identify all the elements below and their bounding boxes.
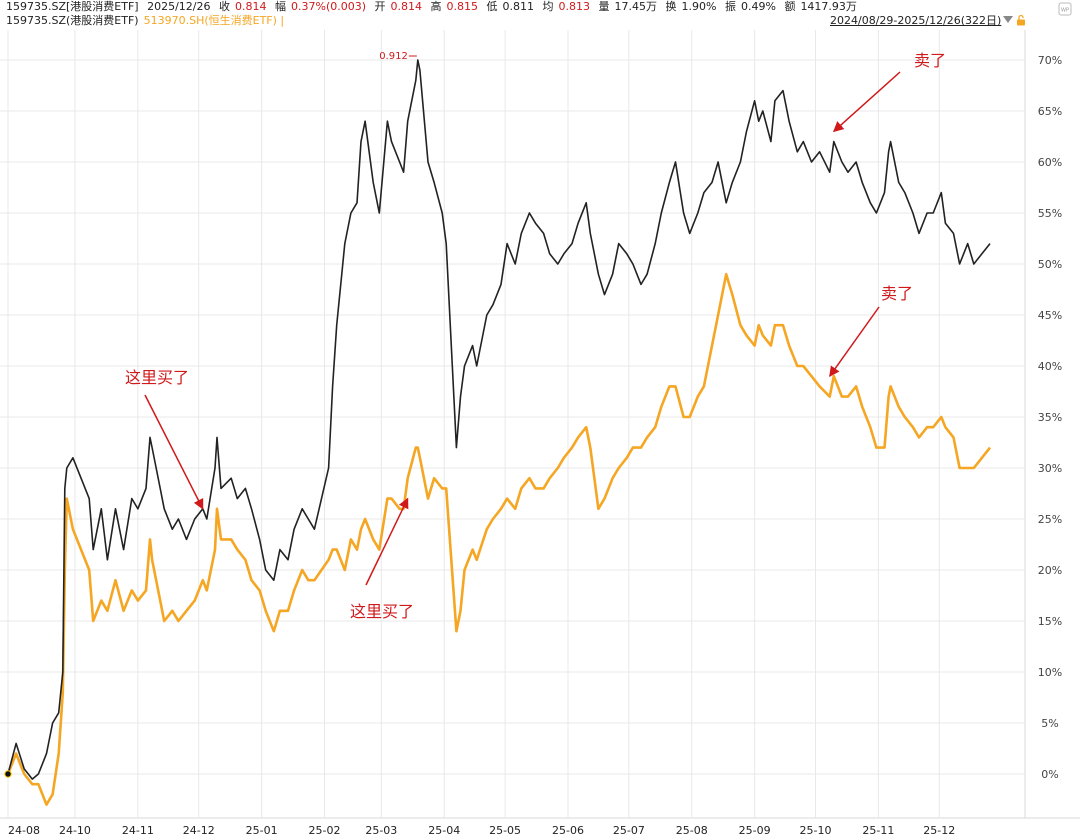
- series-line-513970: [6, 272, 992, 806]
- amount-label: 额: [784, 0, 796, 13]
- turnover-label: 换: [665, 0, 677, 13]
- x-tick-label: 25-01: [246, 824, 278, 837]
- annotation-arrow: [832, 71, 901, 133]
- amplitude-label: 振: [724, 0, 736, 13]
- x-tick-label: 25-12: [923, 824, 955, 837]
- triangle-down-icon[interactable]: [1003, 16, 1013, 23]
- y-tick-label: 70%: [1038, 54, 1062, 67]
- x-tick-label: 25-03: [365, 824, 397, 837]
- x-tick-label: 25-05: [489, 824, 521, 837]
- annotation-label: 卖了: [914, 51, 946, 70]
- annotation-label: 卖了: [881, 284, 913, 303]
- annotation-arrow: [829, 306, 880, 378]
- x-tick-label: 25-04: [428, 824, 460, 837]
- amount-value: 1417.93万: [800, 0, 857, 13]
- legend-series-2[interactable]: 513970.SH(恒生消费ETF) |: [143, 14, 285, 27]
- y-tick-label: 35%: [1038, 411, 1062, 424]
- annotation-arrow: [144, 394, 204, 510]
- y-tick-label: 60%: [1038, 156, 1062, 169]
- x-tick-label: 24-11: [122, 824, 154, 837]
- legend: 159735.SZ(港股消费ETF) 513970.SH(恒生消费ETF) |: [6, 14, 289, 28]
- quote-code: 159735.SZ[港股消费ETF]: [6, 0, 139, 13]
- avg-label: 均: [542, 0, 554, 13]
- annotation-label: 这里买了: [125, 368, 189, 387]
- volume-label: 量: [598, 0, 610, 13]
- open-value: 0.814: [390, 0, 423, 13]
- avg-value: 0.813: [558, 0, 591, 13]
- y-tick-label: 65%: [1038, 105, 1062, 118]
- amplitude-value: 0.49%: [740, 0, 776, 13]
- turnover-value: 1.90%: [681, 0, 717, 13]
- change-label: 幅: [275, 0, 286, 13]
- y-tick-label: 40%: [1038, 360, 1062, 373]
- close-label: 收: [219, 0, 230, 13]
- legend-series-1[interactable]: 159735.SZ(港股消费ETF): [6, 14, 139, 27]
- low-value: 0.811: [502, 0, 535, 13]
- x-tick-label: 24-10: [59, 824, 91, 837]
- volume-value: 17.45万: [614, 0, 658, 13]
- series-line-159735: [7, 59, 991, 780]
- y-tick-label: 50%: [1038, 258, 1062, 271]
- high-value: 0.815: [446, 0, 479, 13]
- x-tick-label: 25-11: [862, 824, 894, 837]
- svg-text:WP: WP: [1061, 8, 1069, 14]
- y-tick-label: 10%: [1038, 666, 1062, 679]
- x-tick-label: 25-02: [309, 824, 341, 837]
- high-label: 高: [430, 0, 442, 13]
- x-tick-label: 25-06: [552, 824, 584, 837]
- y-tick-label: 5%: [1041, 717, 1058, 730]
- y-tick-label: 20%: [1038, 564, 1062, 577]
- change-value: 0.37%(0.003): [291, 0, 367, 13]
- x-tick-label: 24-12: [183, 824, 215, 837]
- x-tick-label: 25-07: [613, 824, 645, 837]
- annotation-label: 这里买了: [350, 602, 414, 621]
- peak-value-label: 0.912: [379, 51, 408, 62]
- low-label: 低: [486, 0, 498, 13]
- annotation-arrow: [365, 497, 409, 586]
- y-tick-label: 30%: [1038, 462, 1062, 475]
- quote-header: 159735.SZ[港股消费ETF] 2025/12/26 收 0.814 幅 0.…: [6, 0, 862, 14]
- y-tick-label: 15%: [1038, 615, 1062, 628]
- close-value: 0.814: [235, 0, 267, 13]
- y-tick-label: 45%: [1038, 309, 1062, 322]
- lock-icon[interactable]: [1015, 14, 1027, 26]
- y-tick-label: 0%: [1041, 768, 1058, 781]
- y-tick-label: 55%: [1038, 207, 1062, 220]
- y-tick-label: 25%: [1038, 513, 1062, 526]
- x-tick-label: 24-08: [8, 824, 40, 837]
- x-tick-label: 25-10: [800, 824, 832, 837]
- date-range-selector[interactable]: 2024/08/29-2025/12/26(322日): [830, 14, 1002, 27]
- open-label: 开: [374, 0, 386, 13]
- quote-date: 2025/12/26: [147, 0, 211, 13]
- wp-icon[interactable]: WP: [1058, 2, 1072, 16]
- start-point-marker: [4, 770, 12, 778]
- x-tick-label: 25-08: [676, 824, 708, 837]
- x-tick-label: 25-09: [739, 824, 771, 837]
